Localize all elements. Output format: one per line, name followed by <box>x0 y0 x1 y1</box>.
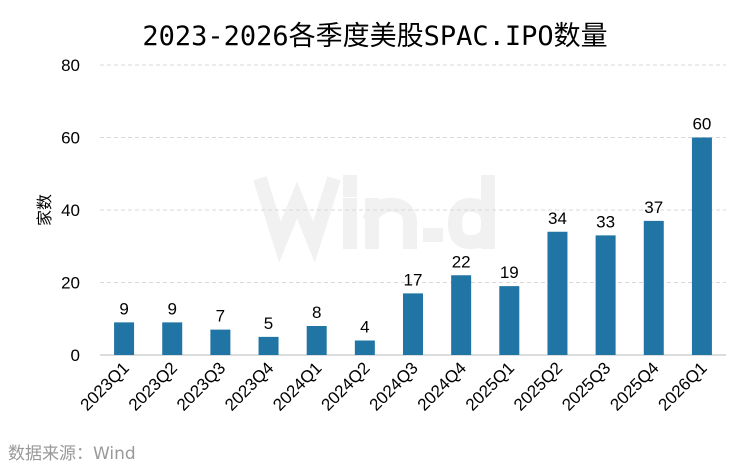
x-tick-label: 2023Q3 <box>173 358 229 414</box>
y-tick-label: 20 <box>61 274 80 293</box>
data-label: 37 <box>644 198 663 217</box>
y-tick-label: 60 <box>61 129 80 148</box>
x-tick-label: 2026Q1 <box>655 358 711 414</box>
bar <box>499 286 520 355</box>
data-label: 60 <box>692 115 711 134</box>
data-label: 9 <box>167 299 176 318</box>
bar <box>547 231 568 355</box>
x-tick-label: 2025Q4 <box>606 358 662 414</box>
data-label: 5 <box>264 314 273 333</box>
data-label: 22 <box>452 252 471 271</box>
bar <box>643 220 664 355</box>
data-label: 9 <box>119 299 128 318</box>
y-tick-label: 40 <box>61 201 80 220</box>
data-label: 33 <box>596 212 615 231</box>
x-tick-label: 2025Q1 <box>462 358 518 414</box>
bar <box>210 329 231 355</box>
chart-title: 2023-2026各季度美股SPAC.IPO数量 <box>142 21 607 52</box>
y-tick-label: 80 <box>61 56 80 75</box>
x-tick-label: 2023Q1 <box>77 358 133 414</box>
bar <box>595 235 616 355</box>
bar <box>306 326 327 355</box>
x-tick-label: 2023Q4 <box>221 358 277 414</box>
bar <box>451 275 472 355</box>
bar <box>162 322 183 355</box>
x-tick-label: 2024Q2 <box>317 358 373 414</box>
y-tick-label: 0 <box>71 346 80 365</box>
bar <box>114 322 135 355</box>
watermark-logo <box>253 175 496 263</box>
bar <box>691 137 712 355</box>
data-label: 7 <box>216 307 225 326</box>
x-tick-label: 2024Q1 <box>269 358 325 414</box>
x-tick-label: 2024Q3 <box>366 358 422 414</box>
data-label: 19 <box>500 263 519 282</box>
x-tick-label: 2024Q4 <box>414 358 470 414</box>
data-label: 17 <box>404 270 423 289</box>
bar <box>258 336 279 355</box>
y-axis-label: 家数 <box>35 194 54 226</box>
data-label: 4 <box>360 318 369 337</box>
x-tick-label: 2025Q3 <box>558 358 614 414</box>
x-tick-label: 2025Q2 <box>510 358 566 414</box>
data-label: 8 <box>312 303 321 322</box>
data-label: 34 <box>548 209 567 228</box>
x-tick-label: 2023Q2 <box>125 358 181 414</box>
source-note: 数据来源：Wind <box>8 444 136 464</box>
bar <box>403 293 423 355</box>
bar <box>354 340 375 355</box>
